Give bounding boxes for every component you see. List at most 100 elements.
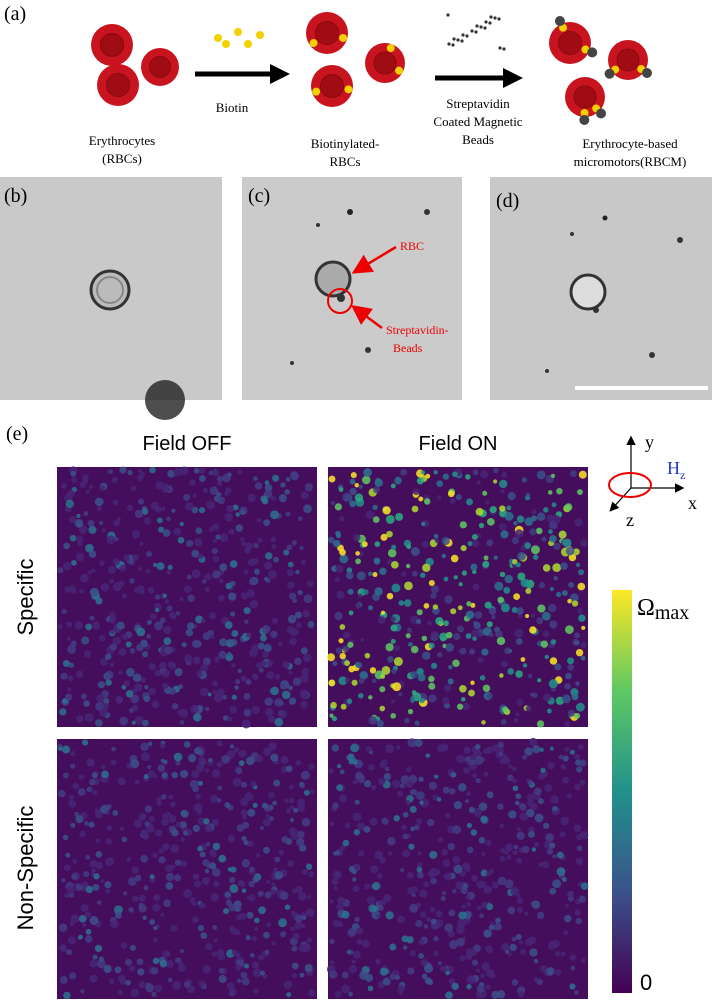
heatmap-spot [459,685,467,693]
heatmap-spot [185,628,194,637]
heatmap-spot [421,521,426,526]
heatmap-spot [434,774,439,779]
heatmap-spot [197,780,204,786]
column-label: Field OFF [143,433,232,455]
heatmap-spot [471,949,478,957]
heatmap-spot [241,835,247,842]
heatmap-spot [430,631,440,640]
heatmap-spot [266,660,274,667]
heatmap-spot [297,516,303,522]
heatmap-spot [179,466,189,476]
heatmap-spot [416,862,423,869]
stage-label: Biotinylated- [311,136,380,151]
heatmap-spot [292,677,302,686]
heatmap-spot [469,648,476,655]
heatmap-spot [277,641,283,647]
heatmap-spot [377,900,383,906]
heatmap-spot [275,673,281,680]
heatmap-spot [372,516,380,523]
heatmap-spot [227,867,233,872]
heatmap-spot [97,681,106,689]
heatmap-spot [152,903,161,912]
heatmap-spot [481,901,488,909]
heatmap-spot [59,944,68,953]
heatmap-spot [420,911,427,919]
heatmap-spot [369,817,378,826]
heatmap-spot [179,708,189,718]
heatmap-spot [88,550,97,558]
heatmap-spot [260,495,268,503]
heatmap-spot [131,895,139,903]
heatmap-spot [385,514,395,524]
heatmap-spot [445,970,450,976]
heatmap-spot [295,569,300,575]
heatmap-spot [519,948,526,955]
heatmap-spot [62,745,71,754]
heatmap-spot [80,989,85,994]
heatmap-spot [458,582,463,587]
heatmap-spot [456,703,464,710]
heatmap-spot [331,878,339,886]
heatmap-spot [77,788,86,796]
heatmap-spot [222,694,228,700]
heatmap-spot [391,668,397,675]
heatmap-spot [83,650,92,658]
heatmap-spot [154,669,162,677]
heatmap-spot [420,572,426,579]
heatmap-spot [105,888,111,894]
heatmap-spot [303,504,312,514]
heatmap-spot [134,779,140,785]
heatmap-spot [189,897,196,904]
heatmap-spot [346,949,352,955]
heatmap-spot [155,829,163,837]
heatmap-spot [285,808,291,814]
heatmap-spot [552,854,557,859]
heatmap-spot [289,784,294,790]
heatmap-spot [195,527,203,535]
heatmap-spot [359,970,369,980]
heatmap-spot [436,652,443,658]
heatmap-spot [578,470,587,479]
heatmap-spot [488,607,496,615]
heatmap-spot [246,589,256,598]
heatmap-spot [80,573,89,583]
heatmap-spot [197,817,206,826]
heatmap-spot [180,860,188,868]
heatmap-spot [428,781,438,790]
heatmap-spot [449,497,456,504]
heatmap-spot [466,901,471,907]
heatmap-spot [270,753,279,762]
heatmap-spot [95,719,103,727]
heatmap-spot [405,800,411,806]
heatmap-spot [509,943,517,952]
stage-label: (RBCs) [102,151,142,166]
heatmap-spot [429,906,436,913]
heatmap-spot [541,536,547,542]
heatmap-spot [573,990,579,996]
heatmap-spot [145,568,151,574]
biotin [339,33,348,42]
heatmap-spot [396,745,401,750]
heatmap-spot [62,834,69,841]
heatmap-spot [414,738,423,747]
bead-dot [479,25,483,29]
heatmap-spot [443,684,452,692]
heatmap-spot [476,968,481,973]
heatmap-spot [406,544,412,550]
heatmap-spot [435,910,443,918]
heatmap-spot [389,943,397,951]
heatmap-spot [441,553,447,559]
heatmap-spot [349,500,357,508]
heatmap-spot [248,577,257,586]
heatmap-spot [374,587,383,596]
panel-label: (e) [6,423,28,445]
arrow-head [270,64,290,84]
heatmap-spot [516,857,523,864]
heatmap-spot [414,720,420,726]
heatmap-spot [360,637,365,642]
heatmap-spot [166,960,174,968]
heatmap-spot [248,880,255,888]
heatmap-spot [85,623,93,631]
heatmap-spot [89,860,98,868]
field-symbol: H [667,458,680,478]
